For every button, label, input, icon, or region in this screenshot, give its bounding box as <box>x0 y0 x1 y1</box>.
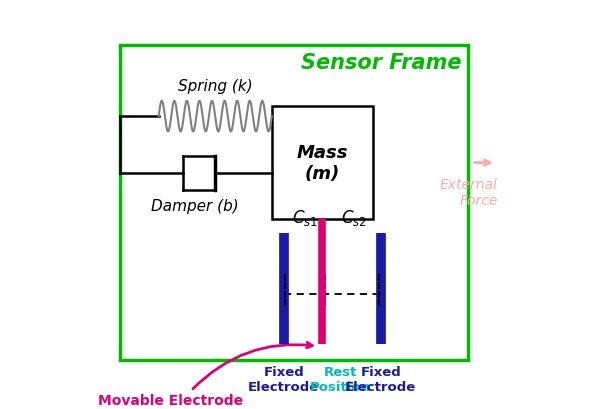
Bar <box>272 107 373 220</box>
Text: $C_{s2}$: $C_{s2}$ <box>341 208 367 228</box>
Bar <box>120 46 467 361</box>
Text: Movable Electrode: Movable Electrode <box>98 393 244 407</box>
Text: Fixed
Electrode: Fixed Electrode <box>345 365 416 393</box>
Text: Sensor Frame: Sensor Frame <box>301 52 461 72</box>
Text: $C_{s1}$: $C_{s1}$ <box>292 208 318 228</box>
Text: Damper (b): Damper (b) <box>151 198 239 213</box>
Text: Mass
(m): Mass (m) <box>296 144 348 182</box>
Text: Spring (k): Spring (k) <box>178 79 253 94</box>
Text: Fixed
Electrode: Fixed Electrode <box>248 365 319 393</box>
Text: External
Force: External Force <box>440 177 498 207</box>
Text: Rest
Position: Rest Position <box>310 365 371 393</box>
